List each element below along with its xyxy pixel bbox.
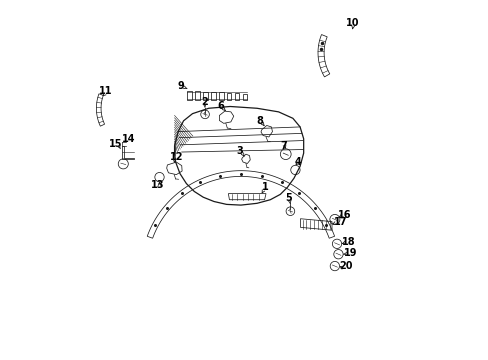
Text: 16: 16 [338, 210, 351, 220]
Text: 19: 19 [343, 248, 357, 258]
Text: 1: 1 [262, 182, 268, 192]
Text: 13: 13 [151, 180, 164, 190]
Text: 20: 20 [338, 261, 352, 271]
Text: 17: 17 [333, 217, 346, 226]
Text: 3: 3 [236, 146, 243, 156]
Text: 2: 2 [201, 97, 207, 107]
Text: 15: 15 [108, 139, 122, 149]
Bar [226, 93, 231, 100]
Text: 4: 4 [294, 157, 300, 167]
Bar [195, 91, 199, 100]
Text: 9: 9 [177, 81, 183, 91]
Text: 7: 7 [280, 140, 287, 150]
Text: 5: 5 [285, 193, 291, 203]
Text: 10: 10 [346, 18, 359, 28]
Text: 6: 6 [217, 101, 224, 111]
Bar [219, 93, 223, 100]
Bar [187, 91, 191, 100]
Text: 18: 18 [342, 237, 355, 247]
Text: 14: 14 [122, 134, 135, 144]
Text: 11: 11 [99, 86, 112, 96]
Bar [234, 93, 239, 100]
Text: 12: 12 [169, 152, 183, 162]
Bar [203, 92, 207, 100]
Text: 8: 8 [256, 116, 263, 126]
Bar [210, 92, 215, 100]
Bar [242, 94, 247, 100]
